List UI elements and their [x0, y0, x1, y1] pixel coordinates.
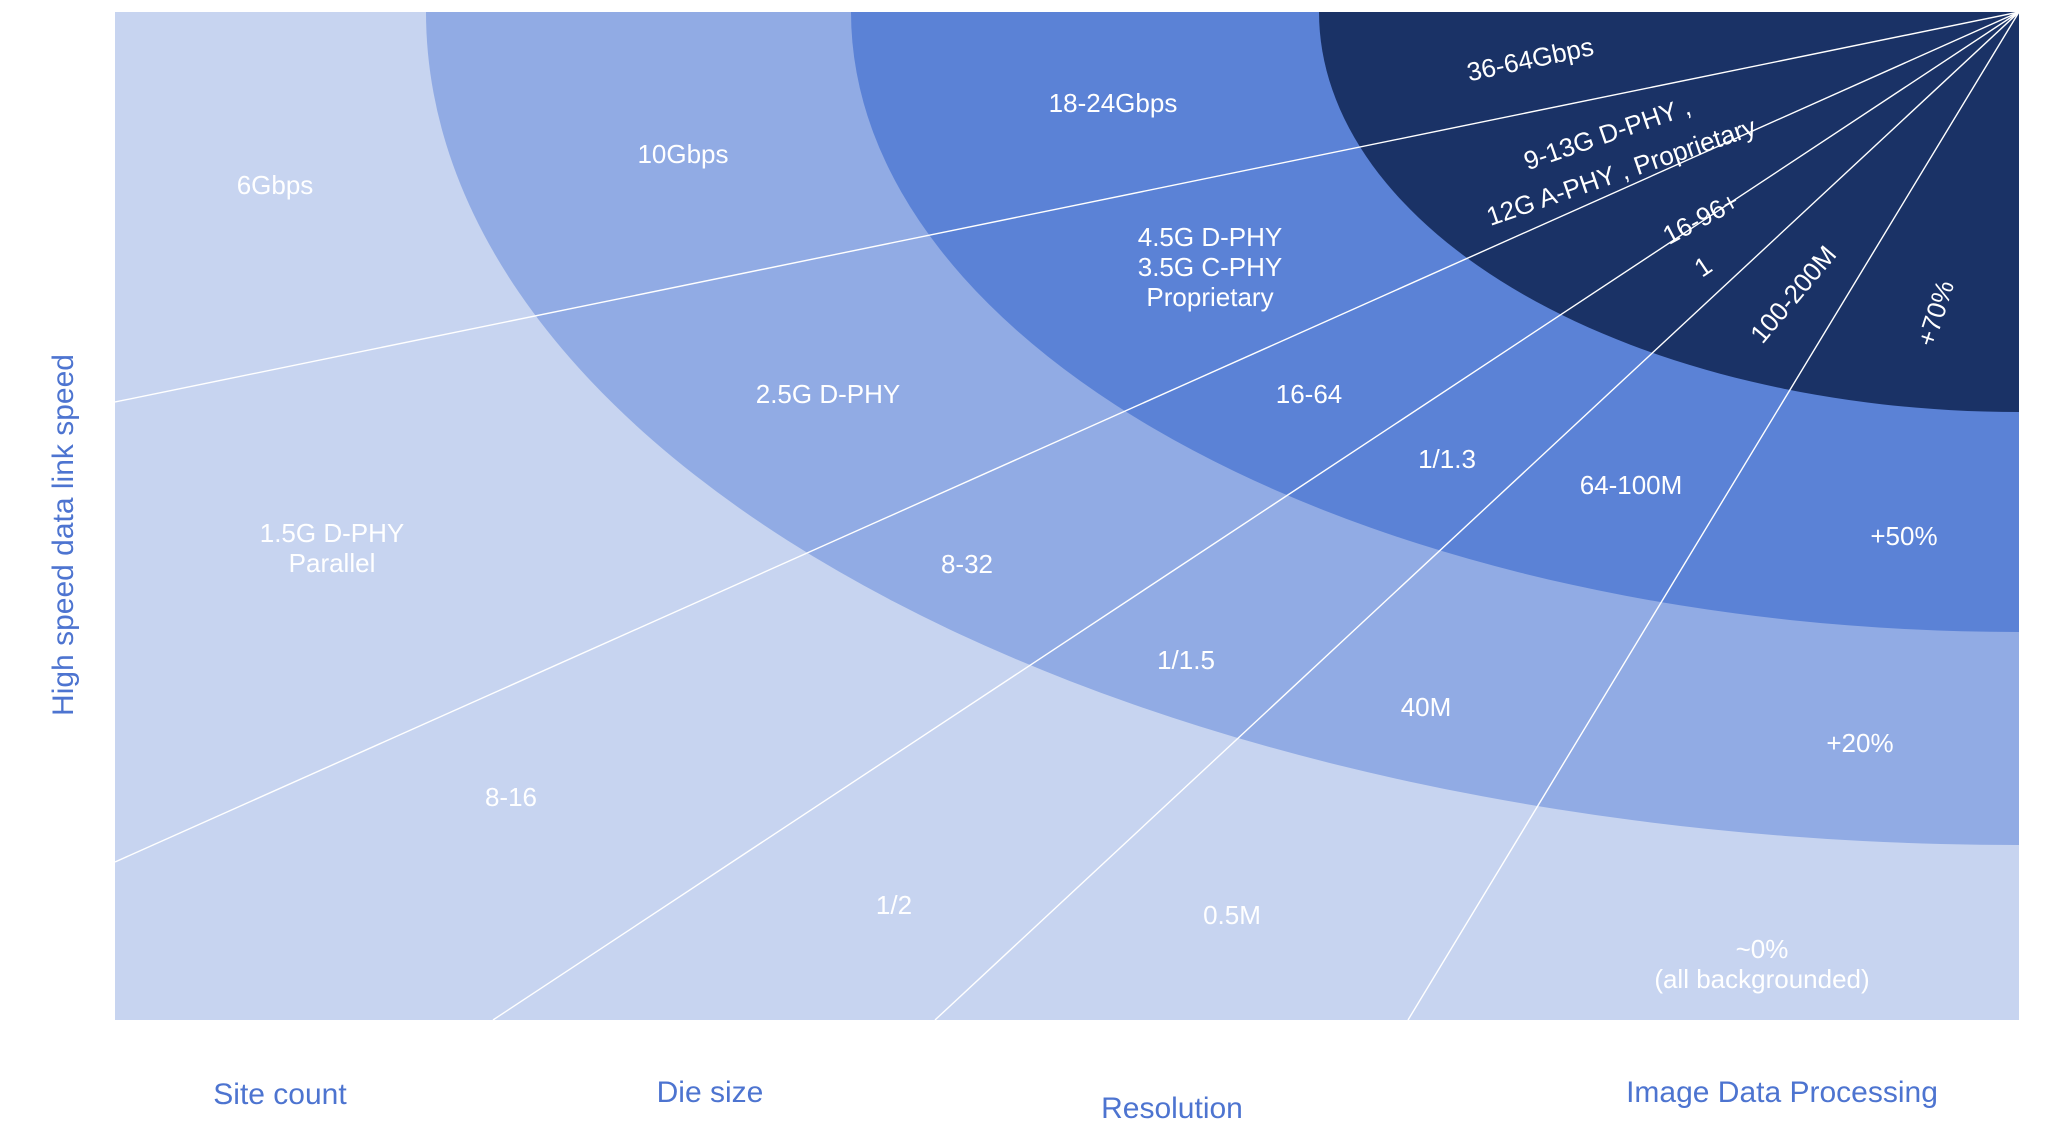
- ray-link-speed: [115, 12, 2019, 403]
- image-processing-label-2: +50%: [1870, 521, 1937, 551]
- resolution-label-1: 40M: [1401, 692, 1452, 722]
- ray-lines: [115, 12, 2019, 1020]
- ray-image-processing: [1407, 12, 2019, 1020]
- site-count-label-1: 8-32: [941, 549, 993, 579]
- image-processing-label-0-line-2: (all backgrounded): [1654, 964, 1869, 994]
- plot-area: [115, 12, 2019, 1020]
- interface-label-2-line-3: Proprietary: [1146, 282, 1273, 312]
- ray-resolution: [934, 12, 2019, 1020]
- resolution-label-0: 0.5M: [1203, 900, 1261, 930]
- ray-site-count: [115, 12, 2019, 863]
- interface-label-1: 2.5G D-PHY: [756, 379, 901, 409]
- link-speed-label-0: 6Gbps: [237, 170, 314, 200]
- axis-label-image-processing: Image Data Processing: [1626, 1076, 1938, 1109]
- interface-label-2-line-2: 3.5G C-PHY: [1138, 252, 1283, 282]
- y-axis-label: High speed data link speed: [47, 354, 80, 716]
- die-size-label-0: 1/2: [876, 890, 912, 920]
- interface-label-2-line-1: 4.5G D-PHY: [1138, 222, 1283, 252]
- interface-label-0-line-1: 1.5G D-PHY: [260, 518, 405, 548]
- ray-die-size: [492, 12, 2019, 1020]
- site-count-label-0: 8-16: [485, 782, 537, 812]
- axis-label-resolution: Resolution: [1101, 1092, 1243, 1125]
- image-processing-label-1: +20%: [1826, 728, 1893, 758]
- resolution-label-2: 64-100M: [1580, 470, 1683, 500]
- image-processing-label-0-line-1: ~0%: [1736, 934, 1789, 964]
- die-size-label-1: 1/1.5: [1157, 645, 1215, 675]
- link-speed-label-1: 10Gbps: [637, 139, 728, 169]
- site-count-label-2: 16-64: [1276, 379, 1343, 409]
- die-size-label-2: 1/1.3: [1418, 444, 1476, 474]
- axis-label-die-size: Die size: [657, 1076, 764, 1109]
- axis-label-site-count: Site count: [213, 1078, 347, 1111]
- interface-label-0-line-2: Parallel: [289, 548, 376, 578]
- ring-level-3: [1319, 12, 2019, 412]
- link-speed-label-2: 18-24Gbps: [1049, 88, 1178, 118]
